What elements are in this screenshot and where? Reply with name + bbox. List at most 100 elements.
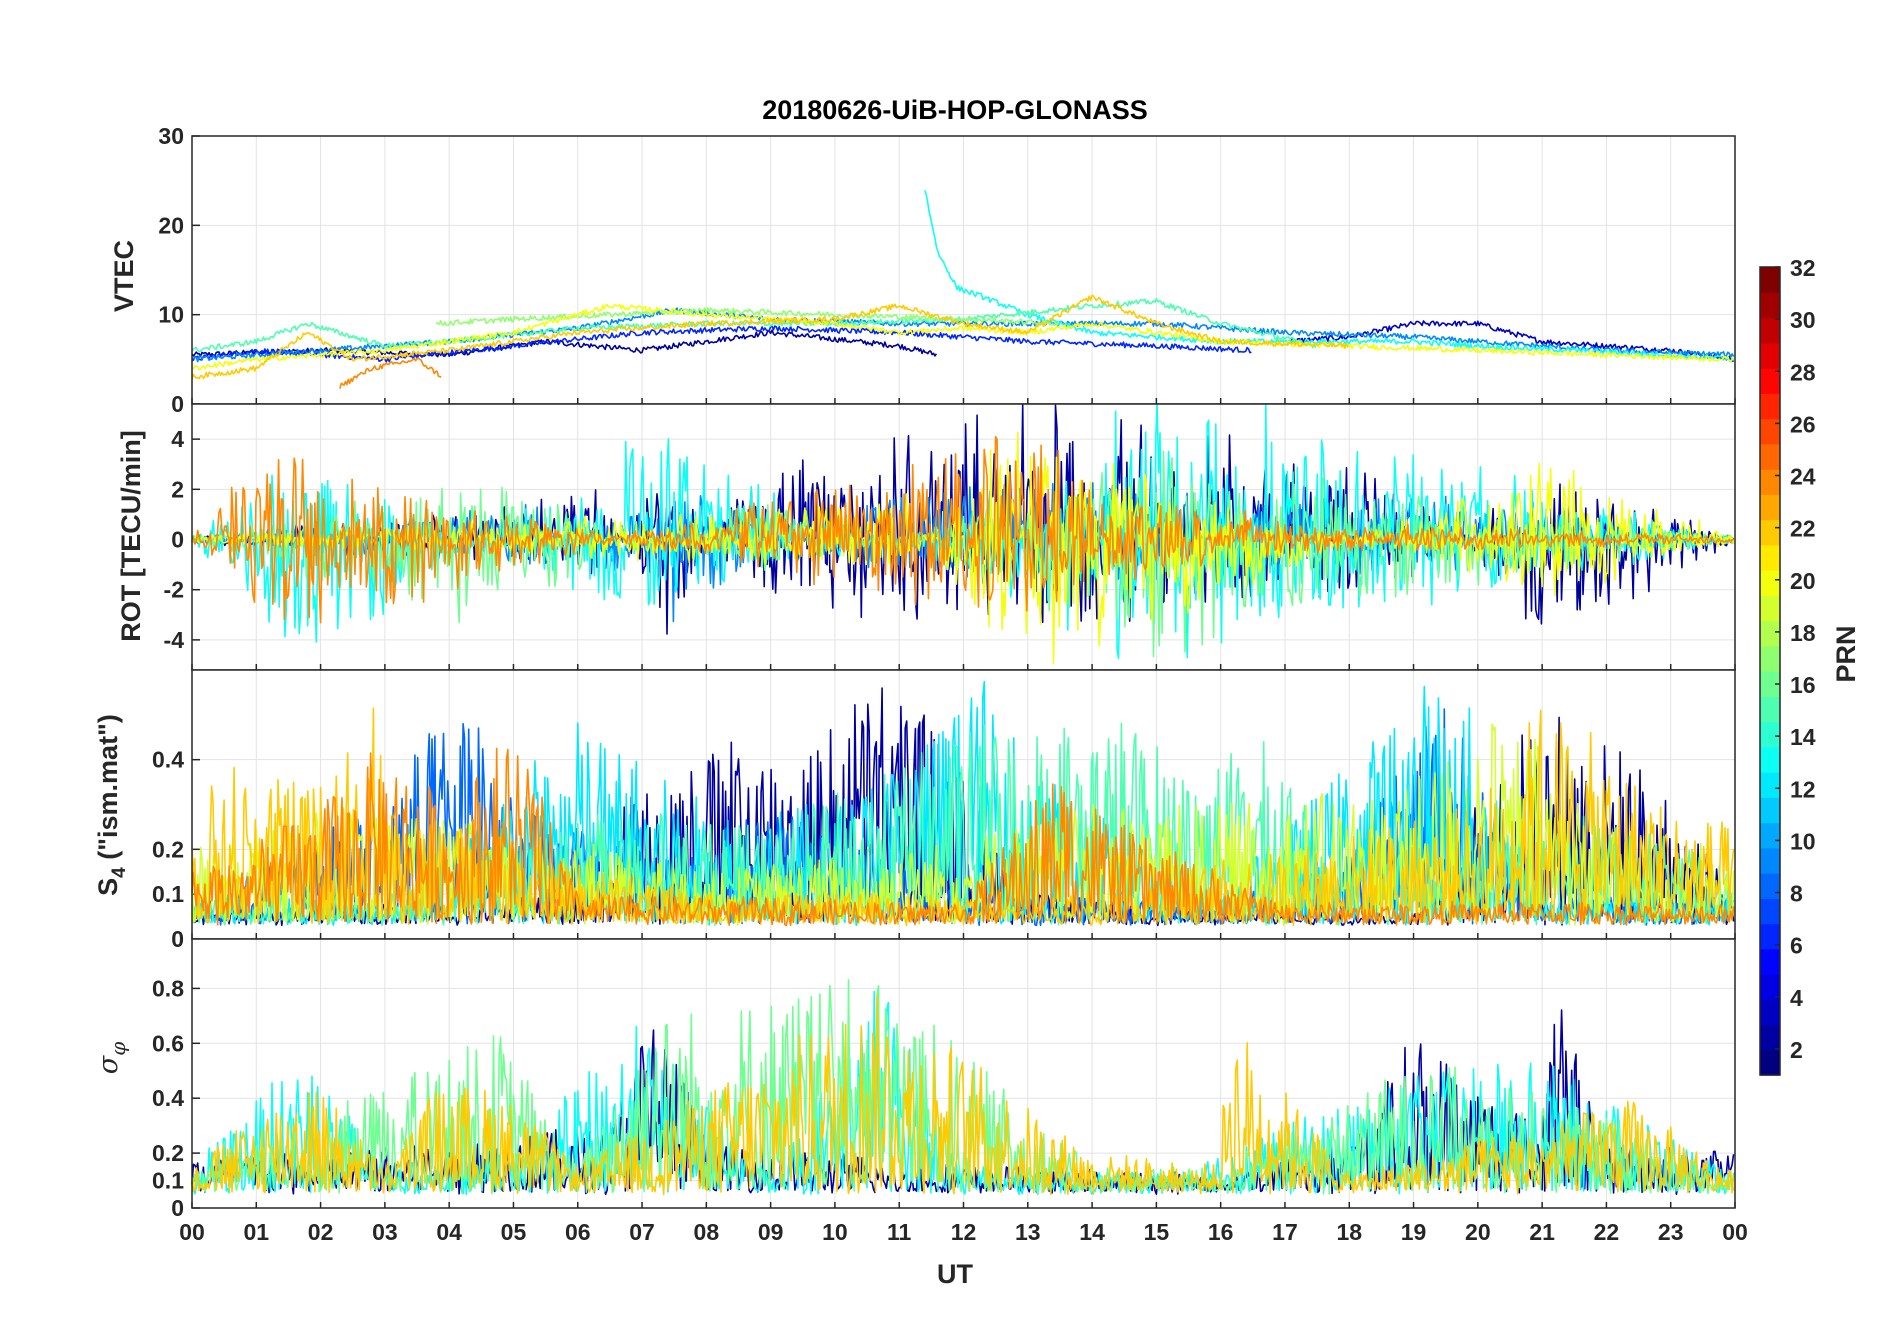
colorbar-segment xyxy=(1760,570,1780,596)
y-tick-label: 10 xyxy=(158,302,184,328)
colorbar-segment xyxy=(1760,671,1780,697)
colorbar-tick-label: 12 xyxy=(1790,776,1816,802)
y-tick-label: -4 xyxy=(164,627,185,653)
colorbar-segment xyxy=(1760,368,1780,394)
vtec-axis-label: VTEC xyxy=(109,240,139,312)
series-prn-2 xyxy=(191,329,938,358)
colorbar-segment xyxy=(1760,292,1780,319)
y-tick-label: 0.2 xyxy=(152,836,184,862)
colorbar-tick-label: 8 xyxy=(1790,881,1803,907)
x-tick-label: 09 xyxy=(758,1219,784,1245)
rot-panel: -4 -2 0 2 4 xyxy=(164,403,1736,671)
colorbar-segment xyxy=(1760,267,1780,293)
colorbar-tick-label: 28 xyxy=(1790,359,1816,385)
x-tick-label: 11 xyxy=(887,1219,912,1245)
colorbar-tick-label: 32 xyxy=(1790,255,1816,281)
x-tick-label: 04 xyxy=(436,1219,462,1245)
x-tick-label: 08 xyxy=(694,1219,720,1245)
series-prn-6 xyxy=(191,325,1252,363)
colorbar-segment xyxy=(1760,595,1780,622)
colorbar-segment xyxy=(1760,1049,1780,1076)
s4-label-sub: 4 xyxy=(109,867,130,878)
y-tick-label: 0 xyxy=(171,1195,184,1221)
series-prn-3 xyxy=(1284,320,1735,363)
y-tick-label: 0.1 xyxy=(152,881,184,907)
series-prn-22 xyxy=(191,994,1735,1196)
x-tick-label: 20 xyxy=(1465,1219,1491,1245)
series-prn-24 xyxy=(191,747,1735,927)
x-tick-label: 15 xyxy=(1144,1219,1170,1245)
colorbar-segment xyxy=(1760,393,1780,420)
colorbar-tick-label: 26 xyxy=(1790,411,1816,437)
colorbar-segment xyxy=(1760,494,1780,521)
colorbar-segment xyxy=(1760,519,1780,546)
colorbar-segment xyxy=(1760,620,1780,647)
colorbar-segment xyxy=(1760,1024,1780,1051)
x-tick-label: 17 xyxy=(1272,1219,1298,1245)
chart-title: 20180626-UiB-HOP-GLONASS xyxy=(762,95,1148,125)
colorbar-segment xyxy=(1760,898,1780,925)
colorbar-segment xyxy=(1760,418,1780,445)
colorbar-tick-label: 10 xyxy=(1790,828,1816,854)
colorbar-tick-label: 16 xyxy=(1790,672,1816,698)
colorbar-tick-label: 20 xyxy=(1790,568,1816,594)
vtec-panel: 0 10 20 30 xyxy=(158,123,1736,417)
y-tick-label: 20 xyxy=(158,212,184,238)
x-tick-label: 02 xyxy=(308,1219,334,1245)
x-tick-label: 00 xyxy=(179,1219,205,1245)
rot-axis-label: ROT [TECU/min] xyxy=(116,430,146,641)
series-prn-24 xyxy=(339,357,442,389)
colorbar-segment xyxy=(1760,721,1780,748)
sigma-label-main: σ xyxy=(93,1054,124,1074)
colorbar-segment xyxy=(1760,645,1780,672)
colorbar-segment xyxy=(1760,797,1780,824)
s4-panel: 0 0.1 0.2 0.4 xyxy=(152,669,1736,952)
series-prn-22 xyxy=(191,294,1349,380)
y-tick-label: 0.6 xyxy=(152,1030,184,1056)
x-tick-label: 12 xyxy=(951,1219,977,1245)
x-tick-label: 00 xyxy=(1722,1219,1748,1245)
colorbar-segment xyxy=(1760,873,1780,899)
colorbar-segment xyxy=(1760,948,1780,975)
s4-axis-label: S4 ("ism.mat") xyxy=(93,714,130,896)
colorbar-tick-label: 2 xyxy=(1790,1037,1803,1063)
colorbar-segment xyxy=(1760,847,1780,874)
sigma-label-sub: φ xyxy=(106,1042,130,1056)
colorbar-segment xyxy=(1760,974,1780,1000)
colorbar-segment xyxy=(1760,342,1780,369)
x-tick-label: 03 xyxy=(372,1219,398,1245)
x-tick-label: 22 xyxy=(1594,1219,1620,1245)
x-tick-label: 23 xyxy=(1658,1219,1684,1245)
y-tick-label: 0.2 xyxy=(152,1140,184,1166)
x-axis-label: UT xyxy=(937,1259,973,1289)
x-tick-label: 14 xyxy=(1079,1219,1105,1245)
x-tick-labels: 00 01 02 03 04 05 06 07 08 09 10 11 12 13 14 15 16 17 18 19… xyxy=(179,1219,1748,1245)
y-tick-label: 0.4 xyxy=(152,747,184,773)
colorbar-segment xyxy=(1760,999,1780,1026)
x-tick-label: 16 xyxy=(1208,1219,1234,1245)
s4-label-rest: ("ism.mat") xyxy=(93,714,123,867)
x-tick-label: 07 xyxy=(629,1219,655,1245)
colorbar-segment xyxy=(1760,822,1780,849)
x-tick-label: 13 xyxy=(1015,1219,1041,1245)
y-tick-label: 30 xyxy=(158,123,184,149)
colorbar-frame xyxy=(1759,266,1781,1076)
colorbar-segment xyxy=(1760,772,1780,798)
y-tick-label: 0 xyxy=(171,527,184,553)
sigma-phi-axis-label: σφ xyxy=(93,1042,130,1074)
series-prn-19 xyxy=(191,723,1735,927)
colorbar-segment xyxy=(1760,443,1780,470)
colorbar-segment xyxy=(1760,696,1780,723)
y-tick-label: 0.1 xyxy=(152,1168,184,1194)
colorbar-tick-label: 14 xyxy=(1790,724,1816,750)
y-tick-label: -2 xyxy=(164,577,184,603)
series-prn-20 xyxy=(191,303,1735,371)
x-tick-label: 18 xyxy=(1336,1219,1362,1245)
colorbar-tick-label: 18 xyxy=(1790,620,1816,646)
colorbar-segment xyxy=(1760,469,1780,495)
colorbar-tick-label: 30 xyxy=(1790,307,1816,333)
y-tick-label: 2 xyxy=(171,476,184,502)
colorbar-tick-label: 22 xyxy=(1790,516,1816,542)
